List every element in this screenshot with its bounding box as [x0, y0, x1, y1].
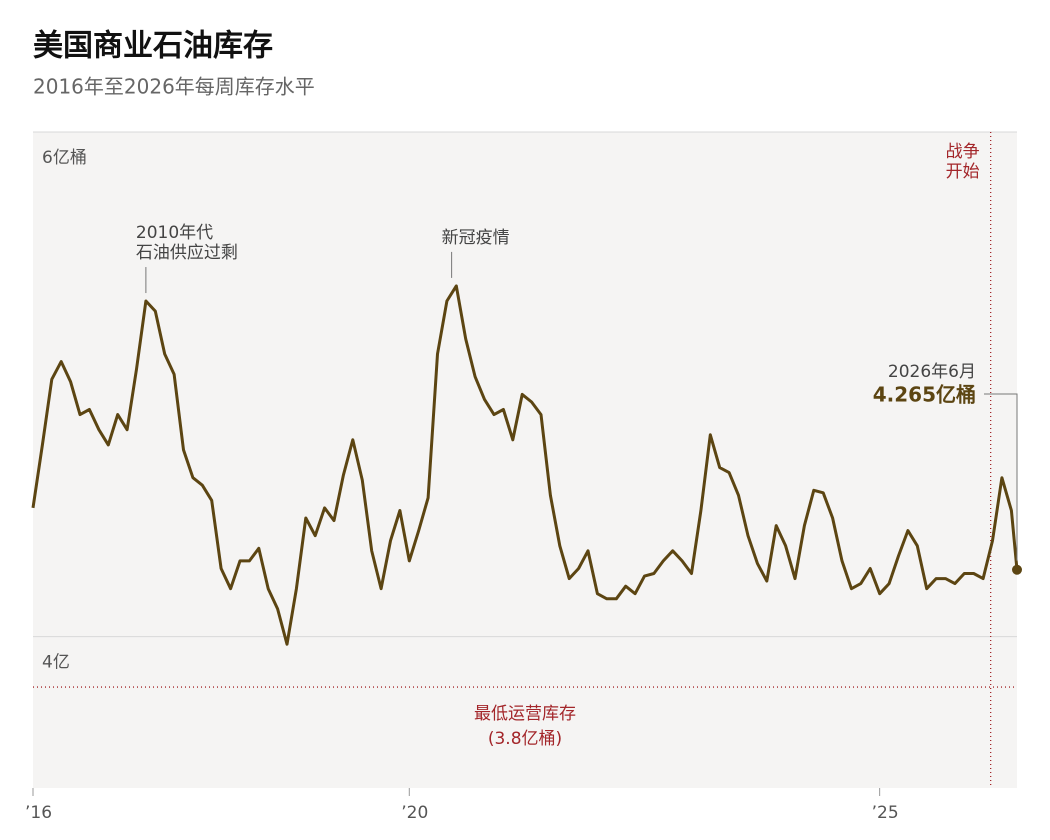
data-line [31, 284, 1019, 646]
annotation-text: 2010年代 [136, 223, 213, 243]
reference-sublabel: (3.8亿桶) [488, 729, 562, 749]
event-label: 开始 [946, 162, 980, 182]
end-date-label: 2026年6月 [888, 362, 976, 382]
event-label: 战争 [946, 142, 980, 162]
y-tick-label: 6亿桶 [42, 148, 87, 168]
chart-subtitle: 2016年至2026年每周库存水平 [33, 75, 315, 99]
annotation-text: 石油供应过剩 [136, 243, 238, 263]
end-point [1012, 564, 1022, 575]
x-tick-label: ’16 [25, 803, 52, 823]
chart-title: 美国商业石油库存 [33, 29, 273, 64]
end-value-label: 4.265亿桶 [873, 383, 976, 407]
annotation-text: 新冠疫情 [442, 228, 510, 248]
y-tick-label: 4亿 [42, 653, 70, 673]
reference-label: 最低运营库存 [474, 704, 576, 724]
x-tick-label: ’20 [401, 803, 428, 823]
x-tick-label: ’25 [872, 803, 899, 823]
plot-background [33, 132, 1017, 788]
end-connector [984, 393, 1018, 561]
